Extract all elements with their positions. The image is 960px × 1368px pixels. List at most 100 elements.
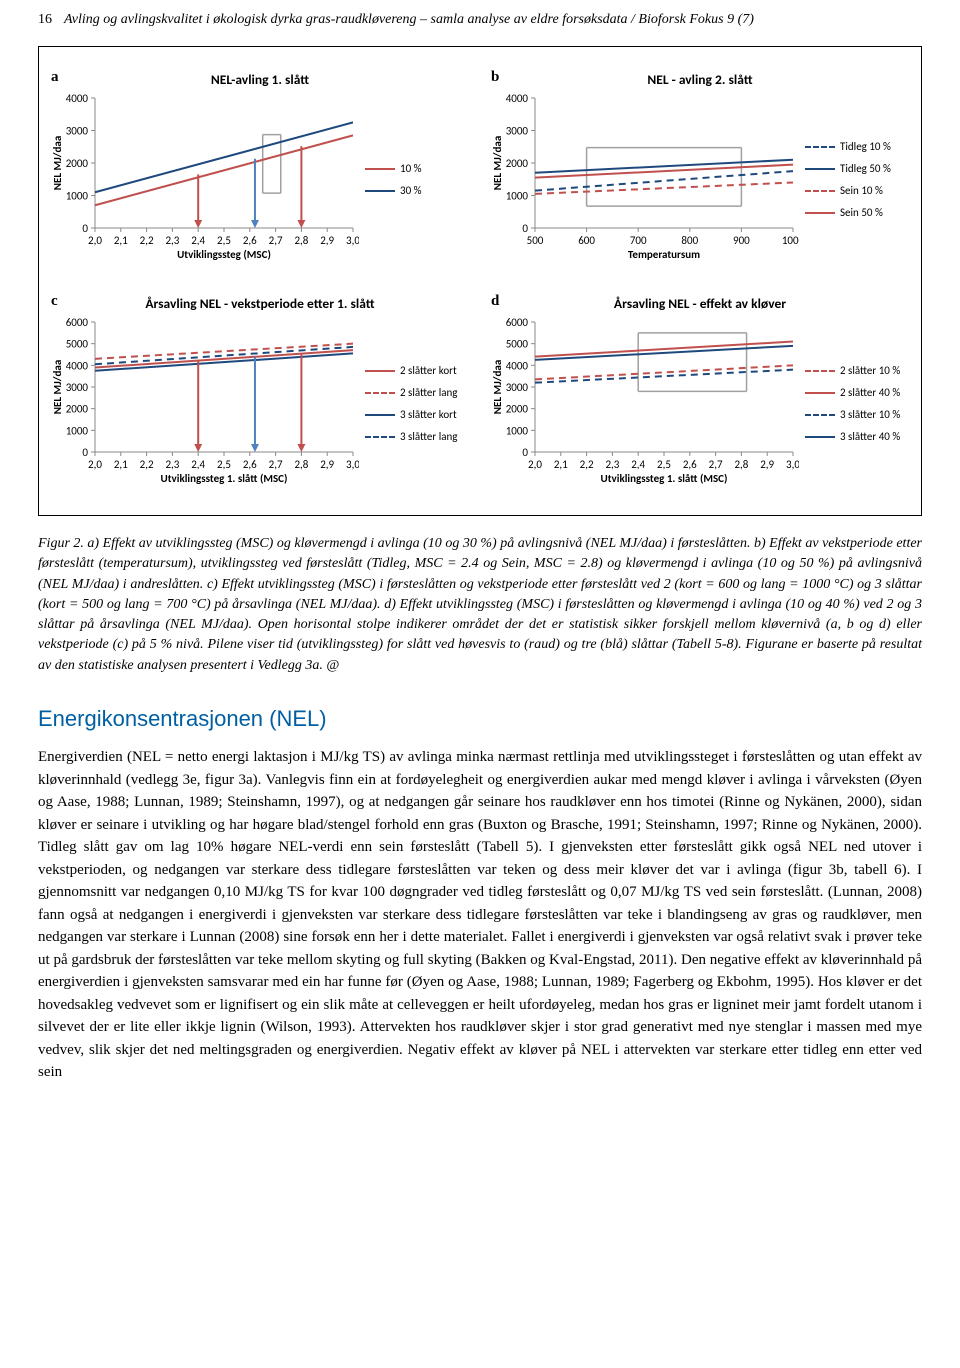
svg-text:2,9: 2,9 [760,458,774,471]
legend-label: 2 slåtter kort [400,360,457,382]
svg-text:2000: 2000 [506,403,529,416]
legend-item: 3 slåtter 40 % [805,426,900,448]
panel-label: d [491,293,499,310]
section-body: Energiverdien (NEL = netto energi laktas… [38,746,922,1084]
section-title: Energikonsentrasjonen (NEL) [38,706,922,732]
svg-text:900: 900 [733,234,750,247]
chart-legend: 2 slåtter 10 % 2 slåtter 40 % 3 slåtter … [805,360,900,448]
legend-item: 2 slåtter lang [365,382,457,404]
svg-text:4000: 4000 [506,359,529,372]
svg-text:3000: 3000 [506,125,529,138]
legend-swatch [805,168,835,170]
legend-swatch [365,190,395,192]
panel-label: b [491,69,499,86]
legend-label: 3 slåtter 40 % [840,426,900,448]
svg-text:Utviklingssteg (MSC): Utviklingssteg (MSC) [177,248,271,261]
legend-swatch [365,414,395,416]
legend-swatch [805,392,835,394]
svg-text:Temperatursum: Temperatursum [628,248,700,261]
svg-text:800: 800 [681,234,698,247]
panel-title: NEL-avling 1. slått [49,71,471,88]
svg-text:2000: 2000 [66,403,89,416]
legend-item: Sein 10 % [805,180,891,202]
svg-text:6000: 6000 [66,316,89,329]
legend-label: Tidleg 10 % [840,136,891,158]
chart-legend: Tidleg 10 % Tidleg 50 % Sein 10 % Sein 5… [805,136,891,224]
legend-item: 3 slåtter kort [365,404,457,426]
panel-a: a NEL-avling 1. slått 010002000300040002… [49,71,471,267]
svg-text:2,4: 2,4 [191,234,205,247]
legend-label: 10 % [400,158,422,180]
svg-text:2000: 2000 [506,157,529,170]
legend-label: 3 slåtter kort [400,404,457,426]
panel-title: Årsavling NEL - effekt av kløver [489,295,911,312]
chart-c: 01000200030004000500060002,02,12,22,32,4… [49,316,359,491]
chart-b: 010002000300040005006007008009001000NEL … [489,92,799,267]
svg-text:2,8: 2,8 [294,234,308,247]
figure-2-box: a NEL-avling 1. slått 010002000300040002… [38,46,922,516]
legend-swatch [805,212,835,214]
svg-text:2,8: 2,8 [734,458,748,471]
svg-text:1000: 1000 [782,234,799,247]
svg-text:2,8: 2,8 [294,458,308,471]
legend-item: Tidleg 10 % [805,136,891,158]
chart-legend: 10 % 30 % [365,158,422,202]
panel-c: c Årsavling NEL - vekstperiode etter 1. … [49,295,471,491]
panel-label: a [51,69,59,86]
panel-title: Årsavling NEL - vekstperiode etter 1. sl… [49,295,471,312]
svg-text:2,9: 2,9 [320,234,334,247]
svg-text:2,1: 2,1 [114,458,128,471]
chart-legend: 2 slåtter kort 2 slåtter lang 3 slåtter … [365,360,457,448]
legend-label: 3 slåtter 10 % [840,404,900,426]
svg-text:4000: 4000 [506,92,529,105]
panel-b: b NEL - avling 2. slått 0100020003000400… [489,71,911,267]
panel-d: d Årsavling NEL - effekt av kløver 01000… [489,295,911,491]
legend-item: Sein 50 % [805,202,891,224]
svg-text:6000: 6000 [506,316,529,329]
legend-swatch [805,414,835,416]
svg-text:2,5: 2,5 [657,458,671,471]
legend-label: Tidleg 50 % [840,158,891,180]
chart-d: 01000200030004000500060002,02,12,22,32,4… [489,316,799,491]
legend-label: Sein 10 % [840,180,883,202]
svg-text:2,0: 2,0 [528,458,542,471]
svg-text:1000: 1000 [66,190,89,203]
svg-text:2,7: 2,7 [269,458,283,471]
legend-label: 3 slåtter lang [400,426,457,448]
page-header: 16 Avling og avlingskvalitet i økologisk… [38,12,922,28]
svg-text:2,4: 2,4 [631,458,645,471]
svg-text:2,3: 2,3 [165,234,179,247]
svg-text:2000: 2000 [66,157,89,170]
svg-text:2,1: 2,1 [554,458,568,471]
svg-text:3000: 3000 [66,381,89,394]
svg-text:NEL MJ/daa: NEL MJ/daa [491,136,504,191]
legend-item: 2 slåtter kort [365,360,457,382]
legend-swatch [365,436,395,438]
svg-text:2,9: 2,9 [320,458,334,471]
svg-text:2,5: 2,5 [217,458,231,471]
legend-swatch [365,392,395,394]
svg-text:2,0: 2,0 [88,458,102,471]
legend-swatch [805,146,835,148]
legend-item: 10 % [365,158,422,180]
svg-text:2,0: 2,0 [88,234,102,247]
svg-text:2,6: 2,6 [243,234,257,247]
legend-item: 2 slåtter 40 % [805,382,900,404]
svg-text:500: 500 [527,234,544,247]
svg-text:NEL MJ/daa: NEL MJ/daa [491,360,504,415]
legend-item: 2 slåtter 10 % [805,360,900,382]
legend-item: 3 slåtter 10 % [805,404,900,426]
svg-text:3000: 3000 [506,381,529,394]
svg-text:3,0: 3,0 [786,458,799,471]
figure-2-caption: Figur 2. a) Effekt av utviklingssteg (MS… [38,534,922,676]
svg-text:1000: 1000 [506,190,529,203]
svg-text:2,3: 2,3 [165,458,179,471]
legend-swatch [805,190,835,192]
svg-text:2,5: 2,5 [217,234,231,247]
panel-label: c [51,293,58,310]
page-number: 16 [38,12,64,28]
svg-text:3000: 3000 [66,125,89,138]
svg-text:NEL MJ/daa: NEL MJ/daa [51,136,64,191]
svg-text:2,4: 2,4 [191,458,205,471]
svg-text:2,2: 2,2 [140,234,154,247]
